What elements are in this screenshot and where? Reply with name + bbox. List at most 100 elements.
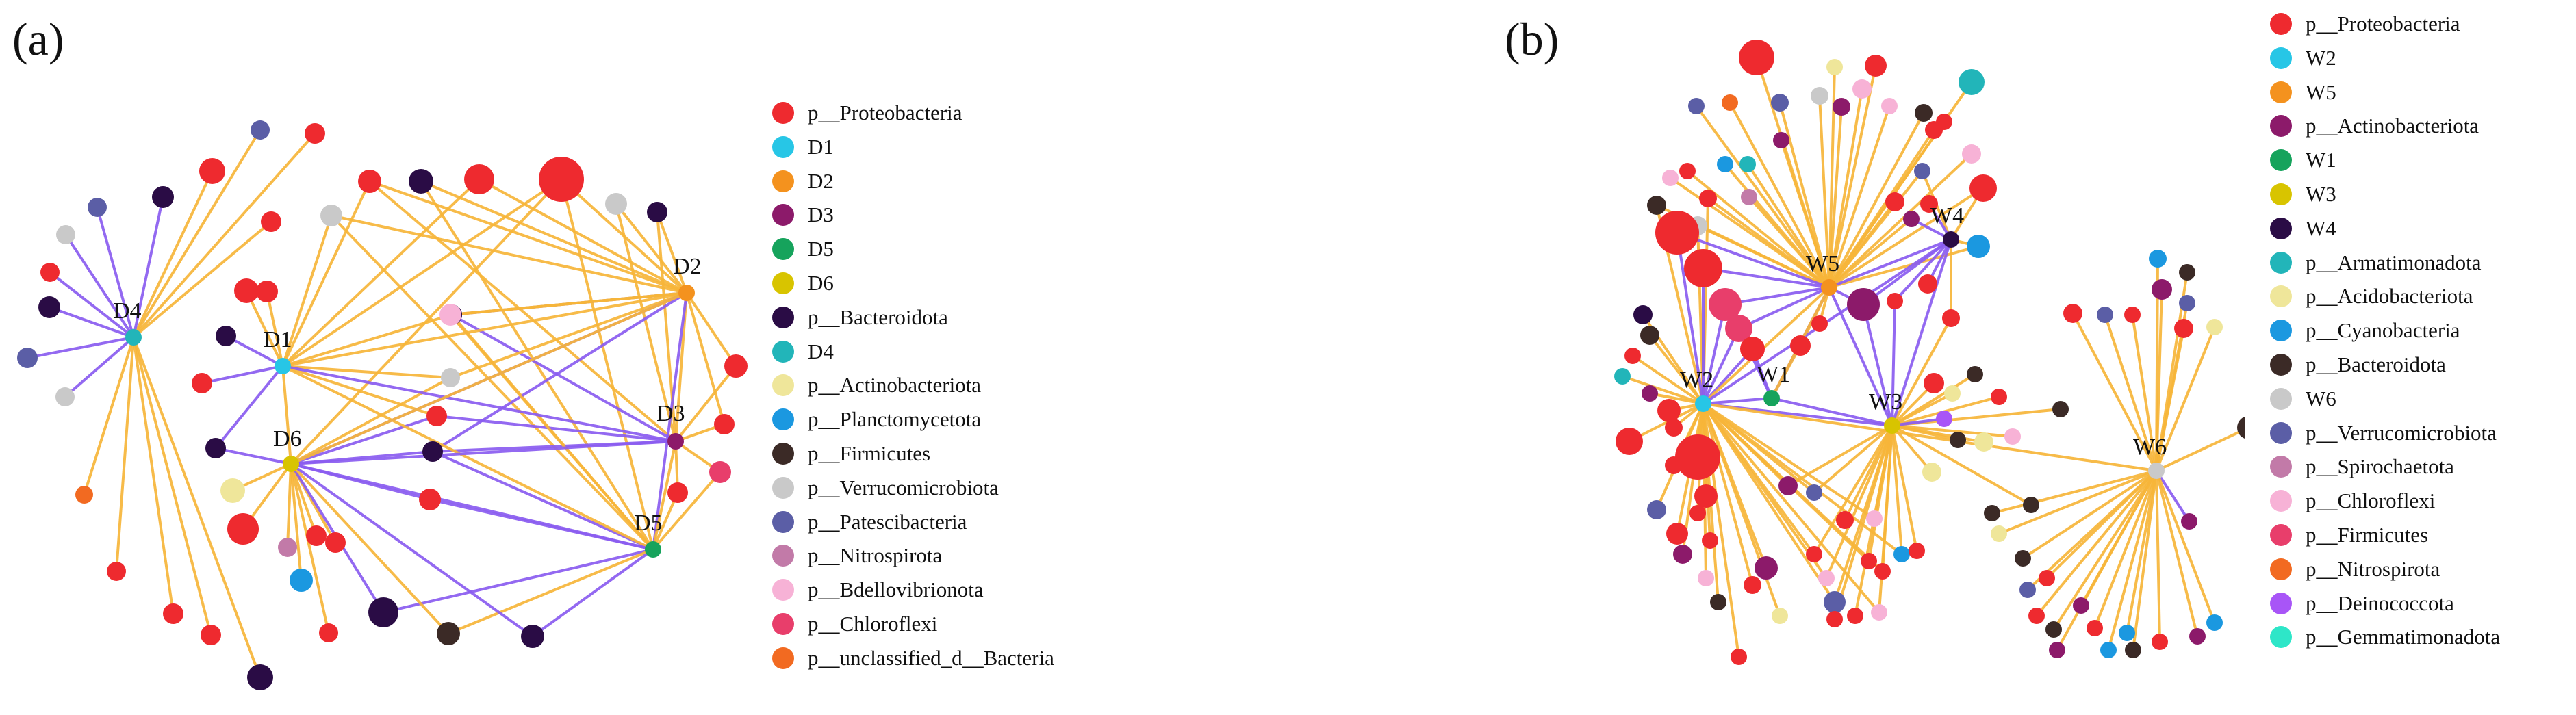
network-node xyxy=(1865,55,1887,77)
panel-a-legend-item: p__Verrucomicrobiota xyxy=(772,471,1054,505)
network-node xyxy=(163,603,183,624)
legend-swatch xyxy=(772,545,794,567)
network-node xyxy=(2004,428,2021,445)
panel-b-legend-item: p__Proteobacteria xyxy=(2270,7,2500,41)
network-edge xyxy=(281,178,481,367)
network-edge xyxy=(1828,187,1985,289)
legend-swatch xyxy=(2270,558,2292,580)
network-node xyxy=(1818,570,1835,586)
network-node xyxy=(1991,525,2007,542)
network-edge xyxy=(330,214,654,551)
hub-node-d5 xyxy=(645,541,661,558)
legend-label: p__Patescibacteria xyxy=(808,509,967,534)
network-node xyxy=(714,414,735,434)
network-node xyxy=(2087,620,2103,636)
hub-label-w1: W1 xyxy=(1757,362,1790,387)
network-edge xyxy=(383,548,654,614)
network-edge xyxy=(83,337,135,495)
network-edge xyxy=(215,447,292,465)
legend-label: W4 xyxy=(2306,216,2336,240)
network-node xyxy=(368,597,398,627)
network-edge xyxy=(1729,102,1831,288)
hub-label-d6: D6 xyxy=(273,426,302,452)
network-edge xyxy=(1828,287,1893,426)
network-node xyxy=(1974,432,1993,452)
network-edge xyxy=(281,178,563,367)
network-edge xyxy=(132,337,212,636)
network-edge xyxy=(64,233,135,339)
legend-label: W1 xyxy=(2306,148,2336,172)
legend-label: p__Proteobacteria xyxy=(2306,12,2460,36)
legend-swatch xyxy=(772,306,794,328)
panel-b-edges xyxy=(1622,57,2245,658)
network-edge xyxy=(282,291,687,367)
network-edge xyxy=(368,180,677,443)
network-edge xyxy=(1724,286,1830,306)
network-node xyxy=(1698,570,1714,586)
network-edge xyxy=(1702,402,1876,520)
network-edge xyxy=(1676,231,1830,289)
network-node xyxy=(1741,189,1757,205)
network-node xyxy=(1826,59,1843,75)
network-node xyxy=(1740,337,1765,361)
panel-a-legend-item: p__Planctomycetota xyxy=(772,402,1054,437)
panel-a-legend-item: D5 xyxy=(772,232,1054,266)
network-node xyxy=(1903,211,1920,227)
panel-a-legend-item: D6 xyxy=(772,266,1054,300)
network-node xyxy=(319,623,338,642)
network-edge xyxy=(96,207,135,338)
network-edge xyxy=(1818,95,1831,288)
network-node xyxy=(247,664,273,690)
network-node xyxy=(1773,132,1789,148)
panel-b-legend-item: p__Armatimonadota xyxy=(2270,246,2500,280)
network-edge xyxy=(266,291,284,367)
network-node xyxy=(1806,546,1822,562)
network-edge xyxy=(64,336,135,398)
network-edge xyxy=(652,492,679,550)
network-node xyxy=(1614,368,1631,385)
network-edge xyxy=(652,471,722,551)
legend-label: p__Verrucomicrobiota xyxy=(808,475,999,499)
network-edge xyxy=(2071,313,2158,471)
network-edge xyxy=(282,313,452,367)
network-edge xyxy=(1891,300,1896,426)
network-node xyxy=(358,170,381,193)
network-node xyxy=(2124,307,2141,323)
network-node xyxy=(1662,170,1679,186)
network-edge xyxy=(1828,200,1896,289)
network-edge xyxy=(2131,314,2158,471)
network-edge xyxy=(290,463,654,551)
network-edge xyxy=(2107,470,2158,651)
hub-node-w3 xyxy=(1884,417,1900,434)
network-edge xyxy=(2155,469,2191,523)
network-panel-a: (a) D4 D1 D6 D2 D3 D5 p__Proteobacteria D1 D2 D3… xyxy=(0,0,1287,715)
network-node xyxy=(2073,597,2089,614)
legend-label: p__Firmicutes xyxy=(808,441,931,465)
network-node xyxy=(38,296,60,318)
network-node xyxy=(220,478,245,503)
network-edge xyxy=(27,336,134,359)
network-edge xyxy=(1631,354,1705,405)
network-node xyxy=(724,354,748,378)
hub-label-d4: D4 xyxy=(113,298,142,324)
network-edge xyxy=(132,129,262,339)
panel-b-legend-item: p__Gemmatimonadota xyxy=(2270,620,2500,654)
network-edge xyxy=(290,440,676,465)
network-edge xyxy=(1697,224,1830,289)
network-node xyxy=(2049,642,2065,658)
network-edge xyxy=(479,178,687,294)
network-edge xyxy=(1833,425,1893,620)
network-node xyxy=(2179,264,2195,281)
hub-label-d1: D1 xyxy=(264,327,292,352)
hub-node-w4 xyxy=(1943,231,1959,248)
network-node xyxy=(1915,104,1933,122)
hub-node-d6 xyxy=(283,456,299,472)
panel-a-legend-item: p__Bdellovibrionota xyxy=(772,573,1054,607)
network-node xyxy=(2119,625,2135,641)
network-node xyxy=(2019,582,2036,598)
network-node xyxy=(1826,611,1843,627)
network-edge xyxy=(1828,245,1979,289)
network-edge xyxy=(1702,402,1880,614)
network-node xyxy=(256,281,278,302)
network-node xyxy=(40,263,60,282)
